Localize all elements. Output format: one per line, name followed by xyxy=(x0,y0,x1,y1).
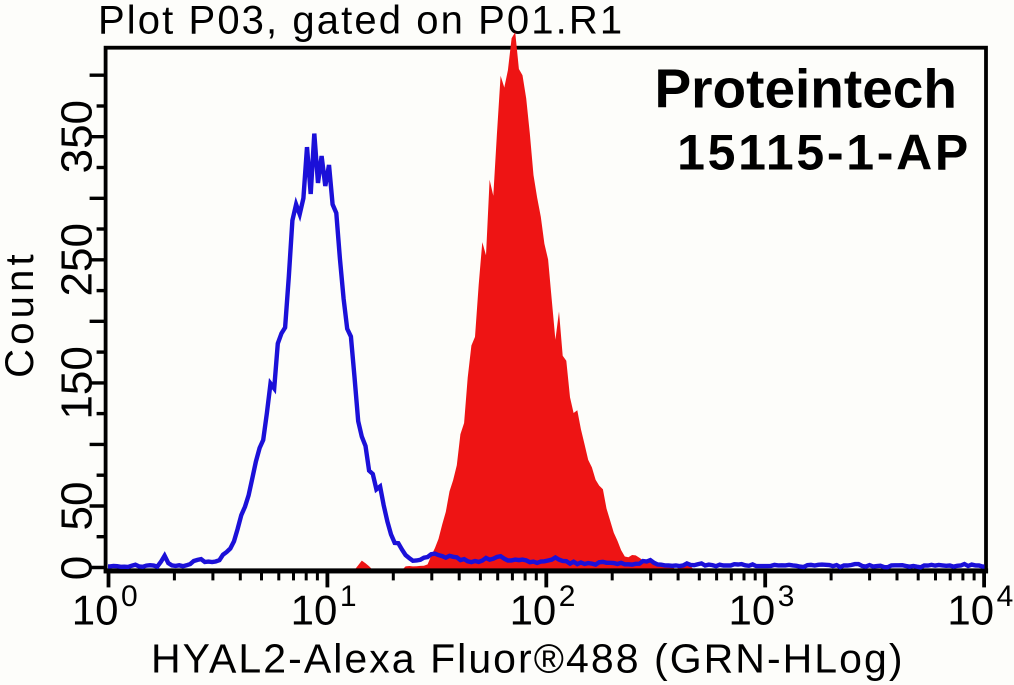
svg-text:1: 1 xyxy=(340,580,357,613)
svg-text:0: 0 xyxy=(121,580,138,613)
svg-text:Count: Count xyxy=(0,250,42,378)
svg-text:2: 2 xyxy=(559,580,576,613)
svg-text:10: 10 xyxy=(947,587,994,634)
svg-text:250: 250 xyxy=(53,223,102,296)
svg-text:4: 4 xyxy=(997,580,1014,613)
svg-text:15115-1-AP: 15115-1-AP xyxy=(677,125,971,181)
svg-text:10: 10 xyxy=(510,587,557,634)
svg-text:HYAL2-Alexa Fluor®488 (GRN-HLo: HYAL2-Alexa Fluor®488 (GRN-HLog) xyxy=(151,636,905,682)
svg-text:50: 50 xyxy=(53,482,102,531)
svg-text:Proteintech: Proteintech xyxy=(654,58,957,120)
svg-text:Plot P03, gated on P01.R1: Plot P03, gated on P01.R1 xyxy=(98,0,624,43)
svg-text:10: 10 xyxy=(291,587,338,634)
svg-text:150: 150 xyxy=(53,346,102,419)
svg-text:0: 0 xyxy=(53,556,102,580)
svg-text:10: 10 xyxy=(728,587,775,634)
svg-text:350: 350 xyxy=(53,100,102,173)
svg-text:3: 3 xyxy=(778,580,795,613)
svg-text:10: 10 xyxy=(72,587,119,634)
